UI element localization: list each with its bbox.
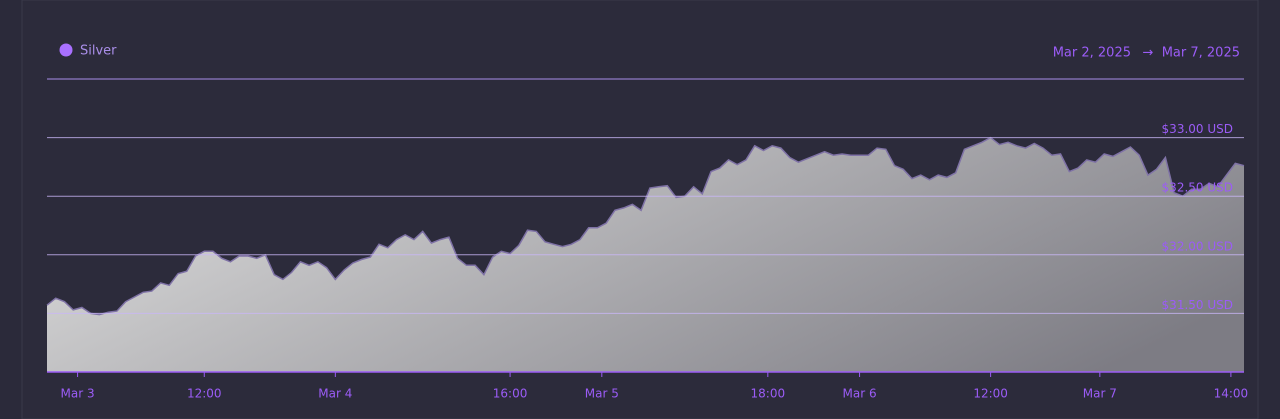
x-tick-label: Mar 6 bbox=[843, 387, 877, 401]
x-tick-label: 12:00 bbox=[973, 387, 1008, 401]
x-tick-label: Mar 7 bbox=[1083, 387, 1117, 401]
date-start: Mar 2, 2025 bbox=[1053, 46, 1131, 61]
x-tick-label: 14:00 bbox=[1214, 387, 1249, 401]
date-end: Mar 7, 2025 bbox=[1162, 46, 1240, 61]
x-tick-label: Mar 4 bbox=[318, 387, 352, 401]
x-tick-label: 18:00 bbox=[751, 387, 786, 401]
x-tick-label: 12:00 bbox=[187, 387, 222, 401]
y-tick-label: $32.50 USD bbox=[1162, 181, 1233, 195]
y-tick-label: $31.50 USD bbox=[1162, 298, 1233, 312]
x-tick-label: 16:00 bbox=[493, 387, 528, 401]
y-tick-label: $33.00 USD bbox=[1162, 122, 1233, 136]
legend-swatch bbox=[59, 43, 73, 57]
y-tick-label: $32.00 USD bbox=[1162, 239, 1233, 253]
x-tick-label: Mar 3 bbox=[61, 387, 95, 401]
date-arrow: → bbox=[1143, 46, 1154, 61]
legend-label: Silver bbox=[80, 44, 117, 59]
x-tick-label: Mar 5 bbox=[585, 387, 619, 401]
area-line bbox=[46, 136, 1245, 316]
